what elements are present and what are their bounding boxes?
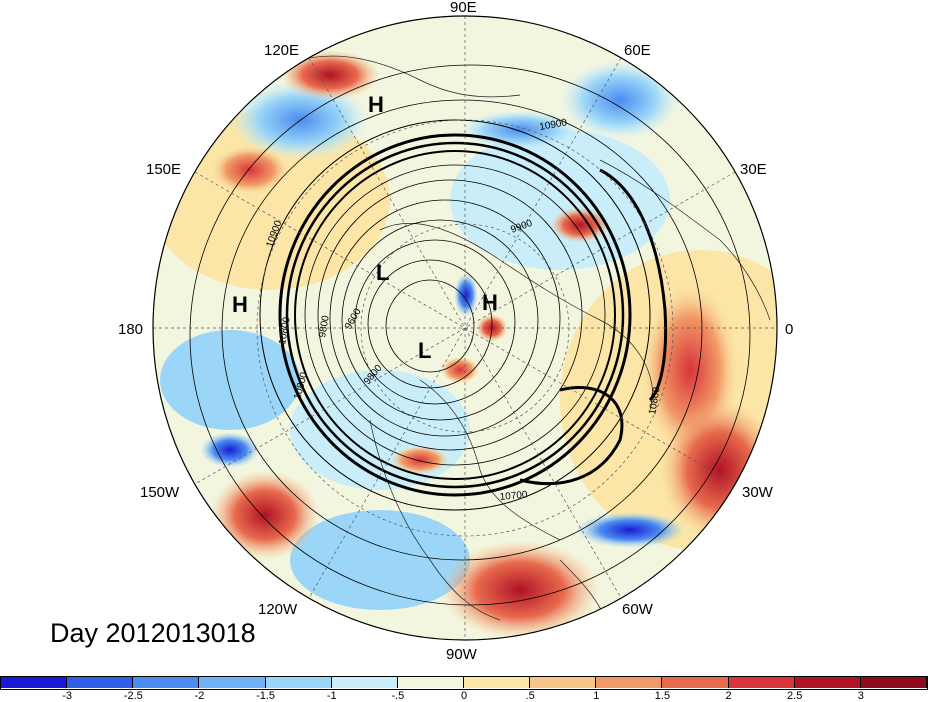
- high-center-label: H: [232, 292, 248, 317]
- height-contours: [189, 64, 751, 606]
- map-boundary: [152, 15, 778, 641]
- colorbar-swatch: [199, 676, 266, 688]
- high-center-label: H: [368, 92, 384, 117]
- colorbar-swatch: [728, 676, 795, 688]
- high-center-label: H: [482, 290, 498, 315]
- colorbar-swatch: [794, 676, 861, 688]
- graticule: [153, 16, 777, 640]
- contour-label: 9800: [317, 314, 332, 338]
- lon-label-120e: 120E: [264, 42, 299, 59]
- plot-title: Day 2012013018: [50, 618, 256, 648]
- lon-label-0: 0: [785, 321, 793, 338]
- lon-label-60w: 60W: [622, 601, 654, 618]
- lon-label-150e: 150E: [146, 161, 181, 178]
- lon-label-180: 180: [118, 321, 143, 338]
- colorbar-tick-label: -2.5: [123, 690, 143, 702]
- colorbar-tick-label: 1.5: [654, 690, 671, 702]
- colorbar-swatch: [331, 676, 398, 688]
- colorbar-tick-label: -1.5: [256, 690, 276, 702]
- colorbar-tick-label: -1: [326, 690, 337, 702]
- colorbar-tick-label: -.5: [391, 690, 405, 702]
- colorbar-tick-label: 1: [593, 690, 600, 702]
- lon-label-60e: 60E: [624, 42, 651, 59]
- contour-label: 10800: [277, 316, 293, 346]
- lon-label-90e: 90E: [450, 0, 477, 16]
- colorbar-swatch: [67, 676, 134, 688]
- colorbar-tick-label: 0: [460, 690, 468, 702]
- colorbar-swatch: [1, 676, 68, 688]
- colorbar-swatch: [860, 676, 927, 688]
- low-center-label: L: [376, 260, 389, 285]
- pressure-centers: H H L H L: [232, 92, 498, 363]
- lon-label-120w: 120W: [258, 601, 298, 618]
- anomaly-field: [153, 16, 777, 640]
- colorbar-swatch: [265, 676, 332, 688]
- colorbar-frame: [0, 676, 928, 690]
- contour-label: 10700: [499, 490, 528, 503]
- low-center-label: L: [418, 338, 431, 363]
- colorbar-tick-label: 3: [857, 690, 864, 702]
- colorbar-swatch: [397, 676, 464, 688]
- colorbar-swatch: [596, 676, 663, 688]
- longitude-labels: 90E 120E 60E 150E 30E 180 0 150W 30W 120…: [118, 0, 793, 663]
- colorbar-swatch: [662, 676, 729, 688]
- colorbar-swatch: [530, 676, 597, 688]
- lon-label-30e: 30E: [740, 161, 767, 178]
- colorbar-tick-label: 2.5: [787, 690, 803, 702]
- colorbar-tick-label: 2: [725, 690, 732, 702]
- contour-label: 10800: [647, 386, 663, 416]
- colorbar: -3 -2.5 -2 -1.5 -1 -.5 0 .5 1 1.5 2 2.5 3: [0, 676, 928, 702]
- colorbar-tick-label: -3: [62, 690, 73, 702]
- lon-label-150w: 150W: [140, 484, 180, 501]
- colorbar-tick-label: -2: [194, 690, 205, 702]
- contour-label: 10900: [539, 117, 569, 133]
- colorbar-swatch: [464, 676, 531, 688]
- lon-label-90w: 90W: [446, 646, 478, 663]
- colorbar-swatch: [133, 676, 200, 688]
- colorbar-tick-label: .5: [525, 690, 535, 702]
- lon-label-30w: 30W: [742, 484, 774, 501]
